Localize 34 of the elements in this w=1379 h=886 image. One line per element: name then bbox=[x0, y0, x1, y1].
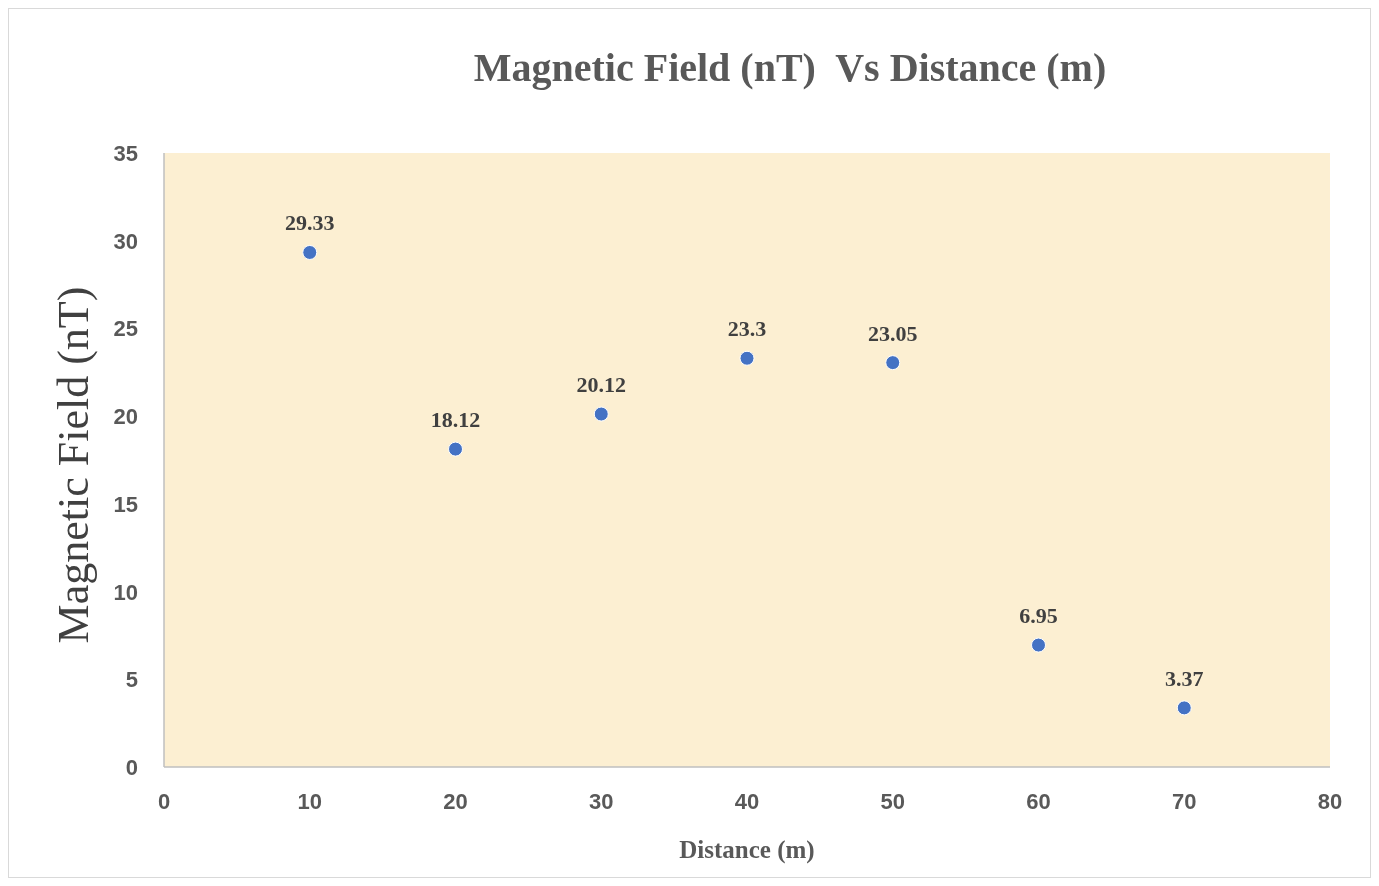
y-tick-label: 35 bbox=[113, 141, 138, 166]
x-tick-label: 40 bbox=[734, 789, 760, 814]
y-tick-label: 0 bbox=[125, 755, 138, 780]
y-tick-label: 15 bbox=[113, 491, 138, 517]
x-tick-label: 0 bbox=[157, 789, 171, 814]
chart-title: Magnetic Field (nT) Vs Distance (m) bbox=[473, 45, 1107, 90]
point bbox=[593, 406, 609, 422]
point bbox=[885, 355, 901, 371]
y-tick-label: 25 bbox=[113, 316, 138, 342]
data-label: 3.37 bbox=[1165, 665, 1204, 691]
data-label: 18.12 bbox=[430, 407, 481, 433]
data-label: 29.33 bbox=[285, 210, 335, 236]
y-tick-label: 10 bbox=[113, 579, 138, 605]
data-label: 20.12 bbox=[576, 372, 626, 398]
y-tick-label: 5 bbox=[125, 667, 138, 693]
point bbox=[302, 244, 318, 260]
y-tick-label: 30 bbox=[113, 228, 138, 254]
point bbox=[1031, 637, 1046, 653]
data-label: 23.3 bbox=[727, 316, 767, 342]
x-tick-label: 10 bbox=[297, 789, 322, 814]
y-axis-title: Magnetic Field (nT) bbox=[49, 286, 98, 644]
data-label: 23.05 bbox=[868, 320, 918, 346]
x-tick-label: 60 bbox=[1026, 789, 1051, 814]
x-tick-label: 50 bbox=[880, 789, 905, 814]
x-tick-label: 30 bbox=[589, 789, 614, 814]
data-label: 6.95 bbox=[1019, 603, 1058, 629]
x-tick-label: 20 bbox=[443, 789, 468, 814]
point bbox=[739, 350, 755, 366]
y-tick-label: 20 bbox=[113, 404, 138, 430]
x-tick-label: 80 bbox=[1317, 789, 1343, 814]
point bbox=[1176, 700, 1192, 716]
x-tick-label: 70 bbox=[1172, 789, 1197, 814]
point bbox=[448, 441, 463, 457]
x-axis-title: Distance (m) bbox=[679, 836, 815, 864]
